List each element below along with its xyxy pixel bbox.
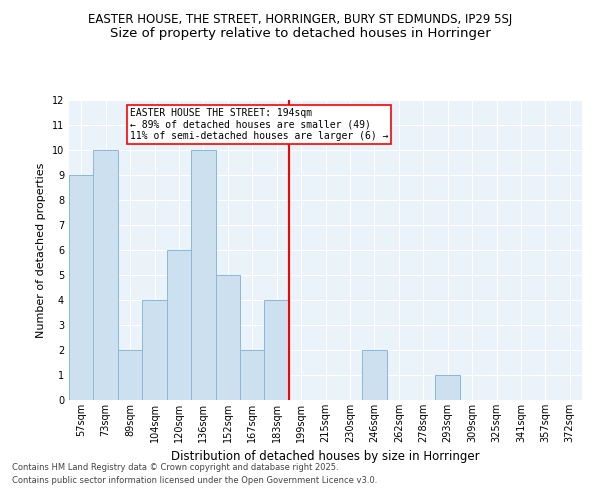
- Y-axis label: Number of detached properties: Number of detached properties: [36, 162, 46, 338]
- Text: Contains HM Land Registry data © Crown copyright and database right 2025.: Contains HM Land Registry data © Crown c…: [12, 464, 338, 472]
- Bar: [215, 275, 240, 400]
- Bar: [436, 375, 460, 400]
- X-axis label: Distribution of detached houses by size in Horringer: Distribution of detached houses by size …: [171, 450, 480, 464]
- Bar: [362, 350, 386, 400]
- Bar: [69, 175, 94, 400]
- Bar: [167, 250, 191, 400]
- Bar: [191, 150, 215, 400]
- Text: Size of property relative to detached houses in Horringer: Size of property relative to detached ho…: [110, 28, 490, 40]
- Text: EASTER HOUSE, THE STREET, HORRINGER, BURY ST EDMUNDS, IP29 5SJ: EASTER HOUSE, THE STREET, HORRINGER, BUR…: [88, 12, 512, 26]
- Text: EASTER HOUSE THE STREET: 194sqm
← 89% of detached houses are smaller (49)
11% of: EASTER HOUSE THE STREET: 194sqm ← 89% of…: [130, 108, 389, 140]
- Text: Contains public sector information licensed under the Open Government Licence v3: Contains public sector information licen…: [12, 476, 377, 485]
- Bar: [265, 300, 289, 400]
- Bar: [94, 150, 118, 400]
- Bar: [142, 300, 167, 400]
- Bar: [118, 350, 142, 400]
- Bar: [240, 350, 265, 400]
